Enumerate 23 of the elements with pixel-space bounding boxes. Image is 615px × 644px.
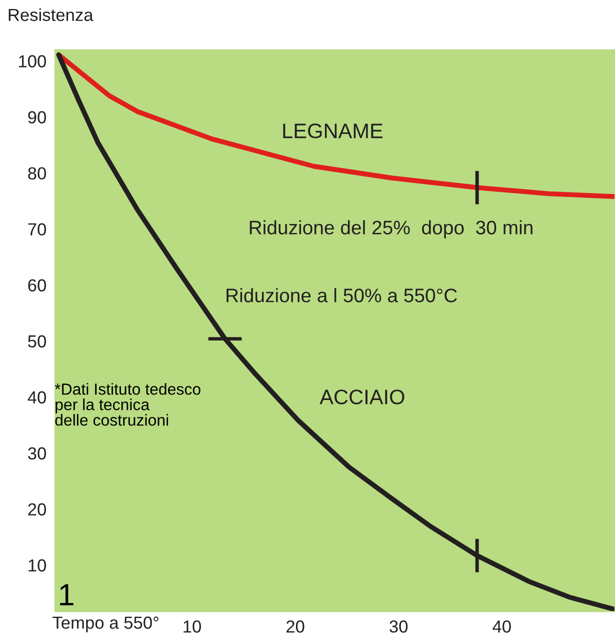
annotation: *Dati Istituto tedesco per la tecnica delle costruzioni: [54, 383, 200, 426]
x-tick-label: 20: [286, 620, 304, 633]
y-tick-label: 90: [28, 111, 46, 124]
x-tick-label: 10: [184, 620, 201, 633]
y-tick-label: 10: [28, 559, 46, 572]
y-tick-label: 60: [28, 279, 46, 292]
series-label: LEGNAME: [283, 124, 383, 138]
line-series: [56, 52, 615, 612]
y-tick-label: 100: [19, 55, 46, 68]
y-axis-title: Resistenza: [8, 8, 94, 22]
y-tick-label: 40: [28, 391, 46, 404]
y-tick-label: 70: [28, 223, 46, 236]
x-tick-label: 30: [390, 620, 408, 633]
y-tick-label: 50: [28, 335, 46, 348]
series-label: ACCIAIO: [320, 390, 404, 404]
x-axis-title: Tempo a 550°: [52, 616, 158, 632]
x-tick-label: 40: [492, 620, 511, 633]
y-tick-label: 20: [28, 503, 46, 516]
annotation: Riduzione del 25% dopo 30 min: [250, 220, 532, 238]
y-tick-label: 80: [28, 167, 46, 180]
annotation: Riduzione a l 50% a 550°C: [226, 288, 457, 302]
y-tick-label: 30: [28, 447, 46, 460]
annotation: 1: [60, 584, 74, 606]
